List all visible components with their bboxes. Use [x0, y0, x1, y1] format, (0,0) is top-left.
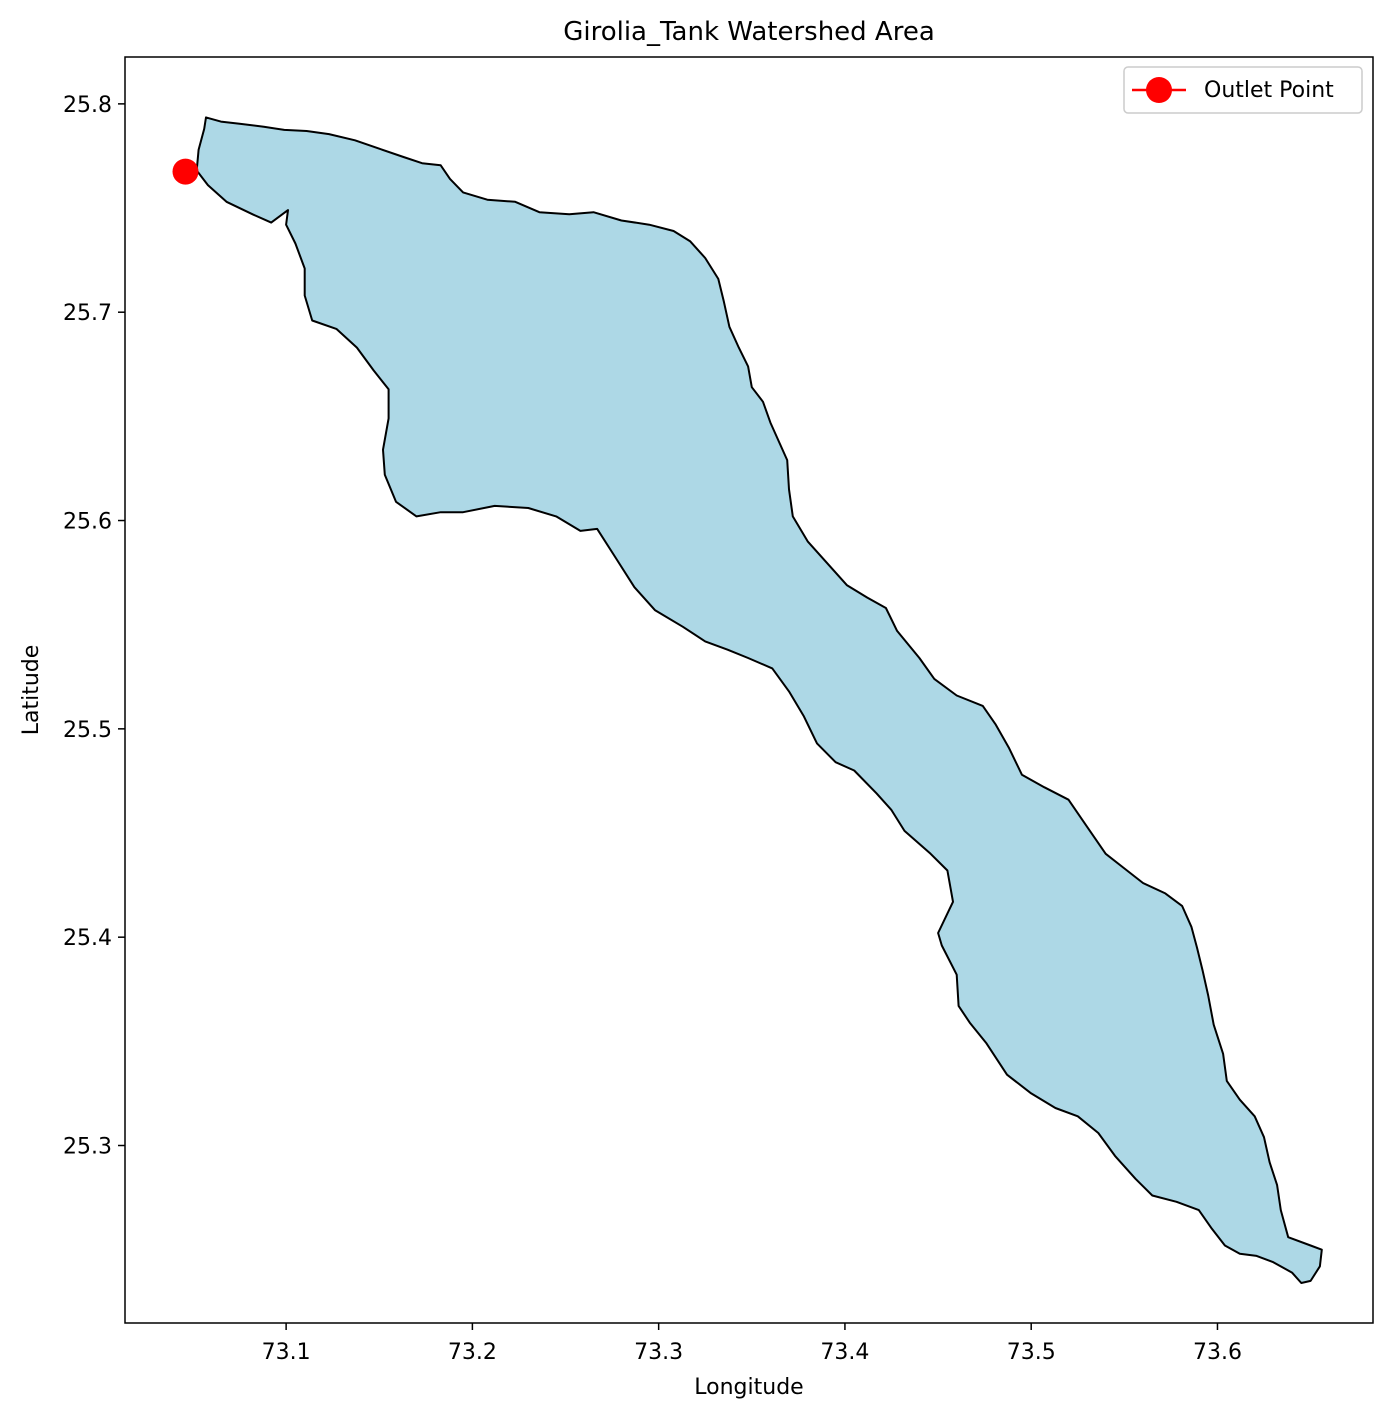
legend-box: [1123, 66, 1363, 114]
legend: Outlet Point: [1123, 66, 1363, 114]
x-tick-label: 73.2: [448, 1340, 497, 1365]
axes-frame: [124, 56, 1374, 1324]
outlet-point-marker: [172, 158, 199, 185]
x-tick-label: 73.6: [1193, 1340, 1242, 1365]
watershed-polygon: [195, 116, 1323, 1284]
x-axis-label: Longitude: [694, 1375, 803, 1400]
y-axis-ticks: 25.3 25.4 25.5 25.6 25.7 25.8: [63, 93, 125, 1160]
x-tick-label: 73.5: [1007, 1340, 1056, 1365]
y-tick-label: 25.4: [63, 926, 112, 951]
legend-label: Outlet Point: [1204, 78, 1334, 103]
x-tick-label: 73.3: [634, 1340, 683, 1365]
y-tick-label: 25.3: [63, 1135, 112, 1160]
y-tick-label: 25.5: [63, 718, 112, 743]
x-tick-label: 73.1: [262, 1340, 311, 1365]
legend-marker-icon: [1146, 77, 1172, 103]
x-axis-ticks: 73.1 73.2 73.3 73.4 73.5 73.6: [262, 1323, 1242, 1365]
y-tick-label: 25.8: [63, 93, 112, 118]
y-tick-label: 25.6: [63, 510, 112, 535]
y-tick-label: 25.7: [63, 301, 112, 326]
plot-area: [172, 116, 1323, 1284]
y-axis-label: Latitude: [19, 645, 44, 736]
x-tick-label: 73.4: [820, 1340, 869, 1365]
chart-title: Girolia_Tank Watershed Area: [563, 17, 935, 47]
